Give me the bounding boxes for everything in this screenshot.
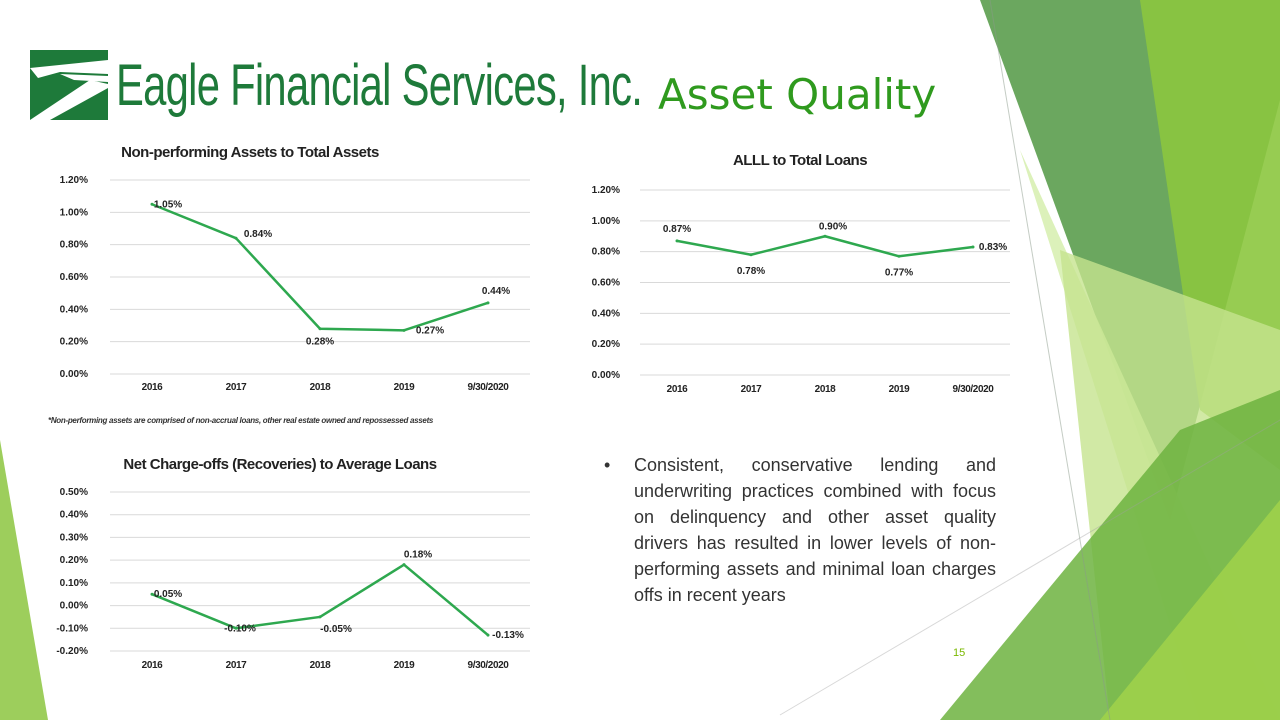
data-point [150,202,154,206]
x-tick-label: 2017 [741,384,762,395]
company-logo: Eagle Financial Services, Inc. [30,50,847,120]
data-point [675,239,679,243]
data-label: 0.27% [416,325,444,336]
bullet-list: • Consistent, conservative lending and u… [604,452,996,608]
data-label: 0.90% [819,221,847,232]
data-point [318,615,322,619]
left-corner-triangle [0,440,48,720]
chart-title: Non-performing Assets to Total Assets [121,144,379,161]
x-tick-label: 2018 [815,384,836,395]
data-label: 0.44% [482,286,510,297]
y-tick-label: 0.80% [592,247,620,258]
series-line [151,203,489,332]
y-tick-label: 1.00% [592,216,620,227]
y-tick-label: -0.10% [56,623,88,634]
data-label: 0.18% [404,550,432,561]
slide-title: Asset Quality [658,70,937,119]
y-tick-label: 0.00% [592,370,620,381]
y-tick-label: 0.30% [60,532,88,543]
bullet-text: Consistent, conservative lending and und… [634,455,996,605]
chart-plot: 0.00% 0.20% 0.40% 0.60% 0.80% 1.00% 1.20% 2016 2… [60,175,530,393]
data-point [971,245,975,249]
chart-npa-to-total-assets: Non-performing Assets to Total Assets 0.… [40,140,540,400]
data-label: 0.77% [885,267,913,278]
y-tick-label: 0.40% [592,308,620,319]
data-label: 0.87% [663,224,691,235]
data-point [486,301,490,305]
decor-line [779,419,1280,716]
data-point [823,234,827,238]
data-point [234,236,238,240]
y-tick-label: 0.60% [60,272,88,283]
y-tick-label: 0.10% [60,578,88,589]
x-tick-label: 9/30/2020 [468,382,510,393]
x-tick-label: 9/30/2020 [468,660,510,671]
data-label: 0.83% [979,242,1007,253]
y-tick-label: 1.00% [60,207,88,218]
data-label: -0.10% [224,623,256,634]
x-tick-label: 2016 [142,382,163,393]
x-tick-label: 2018 [310,660,331,671]
y-tick-label: 0.20% [592,339,620,350]
chart-plot: 0.00% 0.20% 0.40% 0.60% 0.80% 1.00% 1.20% 2016 2… [592,185,1010,395]
data-point [402,328,406,332]
company-name: Eagle Financial Services, Inc. [116,52,643,118]
x-tick-label: 2017 [226,660,247,671]
y-tick-label: 1.20% [60,175,88,186]
x-tick-label: 2019 [394,660,415,671]
chart-net-charge-offs: Net Charge-offs (Recoveries) to Average … [40,452,540,680]
y-tick-label: 0.40% [60,510,88,521]
y-tick-label: -0.20% [56,646,88,657]
data-point [897,254,901,258]
y-tick-label: 0.40% [60,304,88,315]
decor-triangle-bright [1100,500,1280,720]
y-tick-label: 0.20% [60,337,88,348]
footnote: *Non-performing assets are comprised of … [48,416,434,425]
y-tick-label: 0.00% [60,601,88,612]
data-label: -0.05% [320,624,352,635]
chart-plot: -0.20% -0.10% 0.00% 0.10% 0.20% 0.30% 0.40% 0.5… [56,487,530,671]
eagle-icon [30,50,108,120]
page-number: 15 [953,647,966,659]
x-tick-label: 2019 [889,384,910,395]
bullet-icon: • [604,455,611,475]
y-tick-label: 0.00% [60,369,88,380]
x-tick-label: 2017 [226,382,247,393]
y-tick-label: 0.60% [592,278,620,289]
data-label: -0.13% [492,630,524,641]
y-tick-label: 0.50% [60,487,88,498]
chart-title: ALLL to Total Loans [732,152,868,169]
data-point [486,633,490,637]
y-tick-label: 1.20% [592,185,620,196]
data-label: 0.28% [306,337,334,348]
x-tick-label: 2016 [667,384,688,395]
data-point [402,563,406,567]
data-point [749,253,753,257]
data-label: 0.05% [154,589,182,600]
chart-alll-to-total-loans: ALLL to Total Loans 0.00% 0.20% 0.40% 0.60%… [570,148,1030,403]
decor-line [989,0,1111,720]
data-point [150,592,154,596]
chart-title: Net Charge-offs (Recoveries) to Average … [123,456,437,473]
data-point [318,327,322,331]
data-point [234,626,238,630]
x-tick-label: 2016 [142,660,163,671]
data-label: 0.78% [737,266,765,277]
x-tick-label: 2018 [310,382,331,393]
series-line [676,235,974,258]
y-tick-label: 0.80% [60,240,88,251]
data-label: 1.05% [154,199,182,210]
y-tick-label: 0.20% [60,555,88,566]
x-tick-label: 9/30/2020 [953,384,995,395]
x-tick-label: 2019 [394,382,415,393]
data-label: 0.84% [244,229,272,240]
